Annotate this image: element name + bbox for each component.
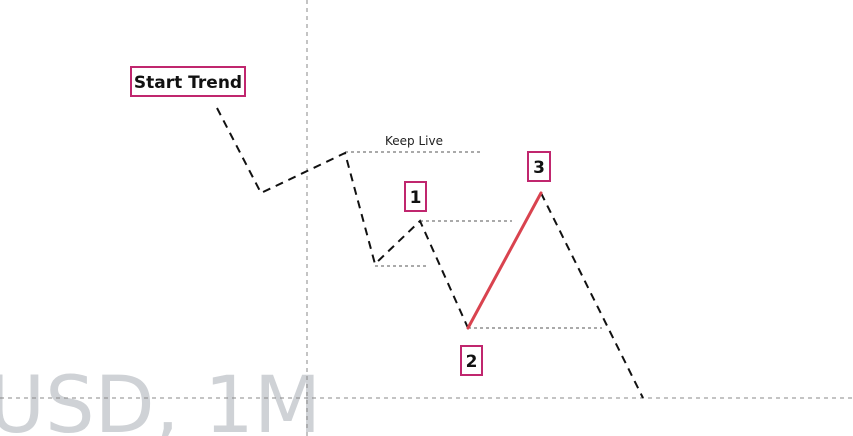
wave-2-label-box (460, 345, 483, 376)
start-trend-label-text: Start Trend (134, 73, 242, 93)
wave-3-label-box (527, 151, 551, 182)
wave-2-label: 2 (460, 345, 483, 376)
start-trend-label-box (130, 66, 246, 97)
wave-2-label-text: 2 (466, 352, 478, 372)
trend-path-line (216, 107, 469, 329)
trend-path-continuation (540, 192, 644, 399)
wave-1-label: 1 (404, 181, 427, 212)
start-trend-label: Start Trend (130, 66, 246, 97)
wave-3-label-text: 3 (533, 158, 545, 178)
wave-1-label-box (404, 181, 427, 212)
wave-2-3-highlight-line (466, 191, 543, 330)
keep-live-label: Keep Live (385, 134, 443, 148)
wave-3-label: 3 (527, 151, 551, 182)
wave-1-label-text: 1 (410, 188, 422, 208)
